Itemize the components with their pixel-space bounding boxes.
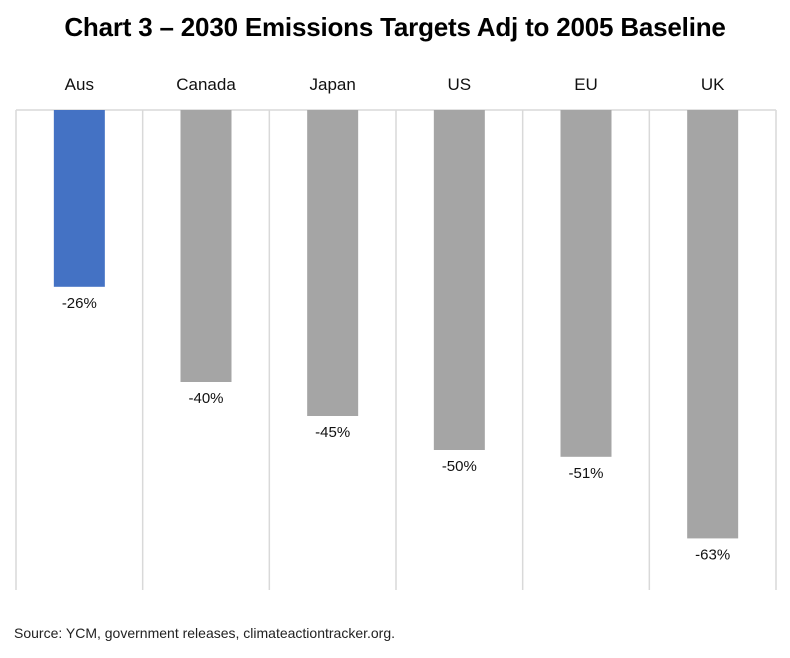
bar-japan bbox=[307, 110, 359, 416]
data-label: -45% bbox=[315, 424, 350, 441]
source-note: Source: YCM, government releases, climat… bbox=[14, 625, 396, 641]
data-label: -40% bbox=[188, 390, 223, 407]
category-label: Canada bbox=[176, 75, 236, 94]
category-label: Japan bbox=[310, 75, 356, 94]
category-label: EU bbox=[574, 75, 598, 94]
data-label: -51% bbox=[568, 465, 603, 482]
data-label: -50% bbox=[442, 458, 477, 475]
bar-us bbox=[433, 110, 485, 450]
data-label: -63% bbox=[695, 546, 730, 563]
category-label: US bbox=[448, 75, 472, 94]
bar-aus bbox=[53, 110, 105, 287]
bar-uk bbox=[687, 110, 739, 539]
data-label: -26% bbox=[62, 295, 97, 312]
category-label: UK bbox=[701, 75, 725, 94]
category-label: Aus bbox=[65, 75, 94, 94]
chart-title: Chart 3 – 2030 Emissions Targets Adj to … bbox=[64, 12, 726, 42]
bar-canada bbox=[180, 110, 232, 382]
bar-eu bbox=[560, 110, 612, 457]
